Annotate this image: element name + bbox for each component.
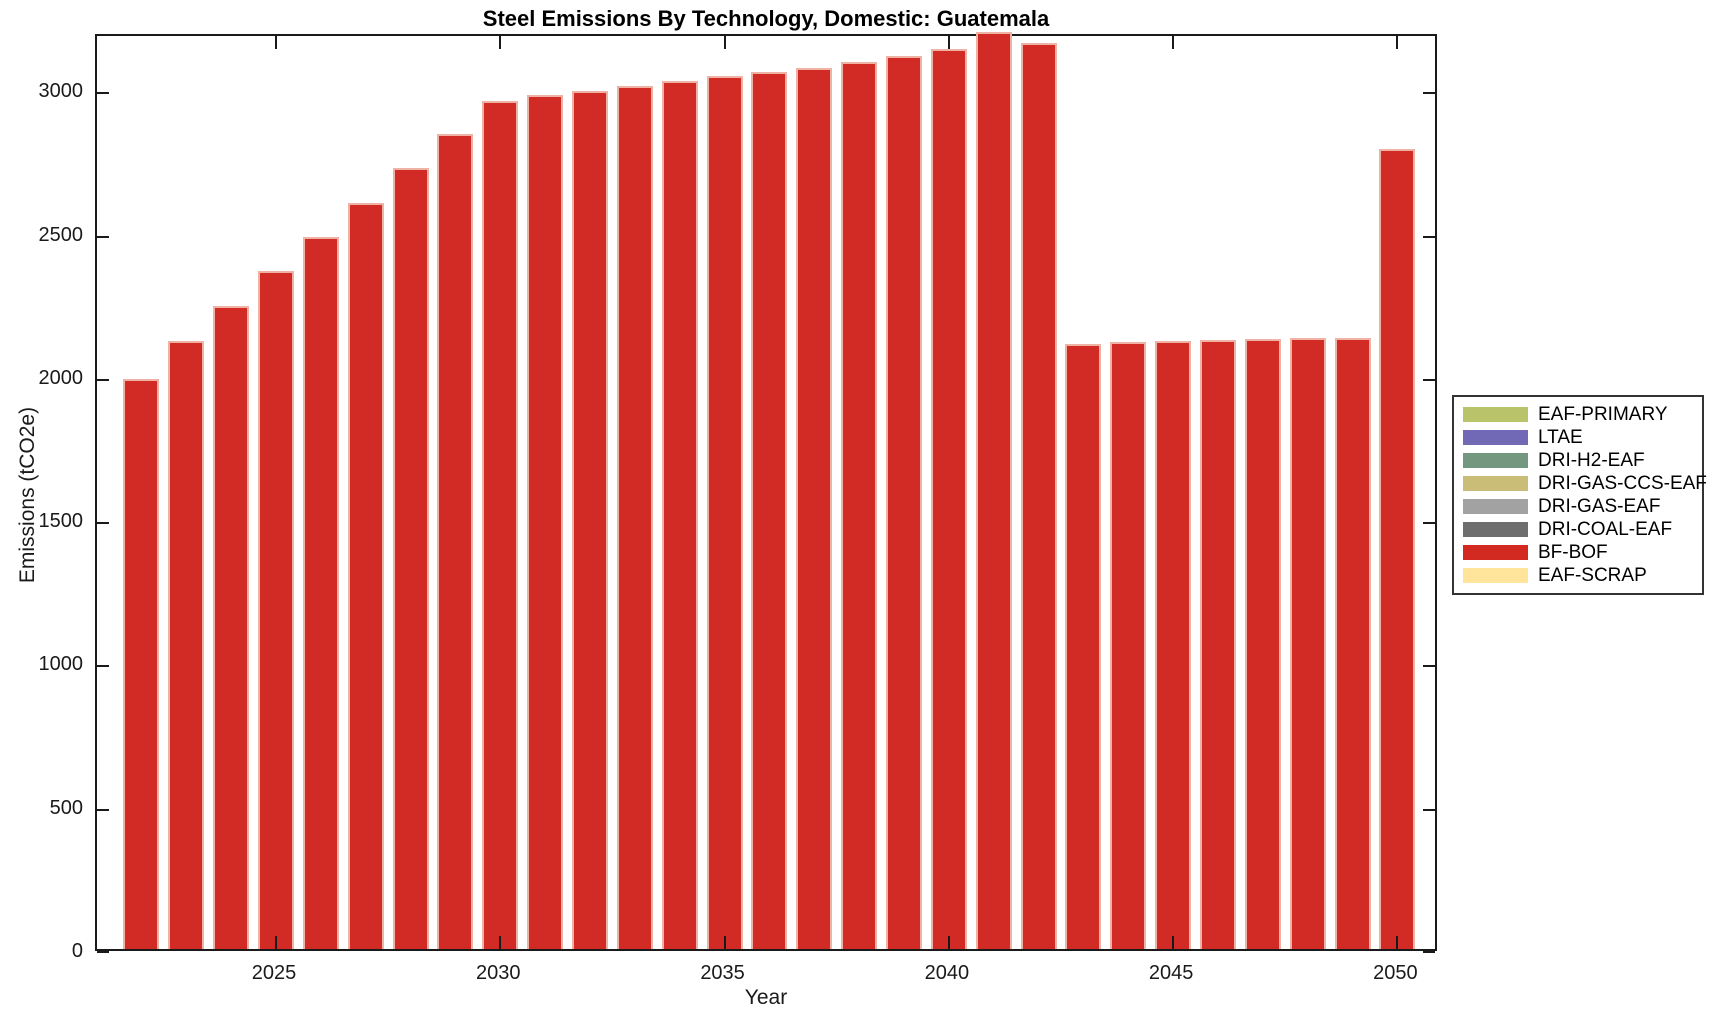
legend-label: LTAE	[1538, 426, 1583, 448]
legend-item-eaf-primary: EAF-PRIMARY	[1463, 403, 1702, 426]
bar-2044	[1110, 342, 1147, 949]
legend-label: DRI-GAS-CCS-EAF	[1538, 472, 1707, 494]
legend-label: DRI-GAS-EAF	[1538, 495, 1661, 517]
y-tick-0	[97, 951, 109, 953]
bar-2025	[258, 271, 294, 949]
legend-swatch-dri-gas-eaf	[1463, 499, 1528, 514]
bar-2032	[571, 91, 608, 949]
bar-2031	[527, 95, 564, 949]
bar-2042	[1020, 43, 1057, 949]
legend-label: EAF-SCRAP	[1538, 564, 1647, 586]
y-tick-3000	[1423, 92, 1435, 95]
bar-2039	[885, 56, 922, 949]
bar-2050	[1379, 149, 1416, 949]
legend-item-dri-coal-eaf: DRI-COAL-EAF	[1463, 518, 1702, 541]
legend-item-ltae: LTAE	[1463, 426, 1702, 449]
bar-2024	[213, 306, 250, 949]
x-tick-label-2035: 2035	[700, 962, 745, 984]
legend-swatch-dri-coal-eaf	[1463, 522, 1528, 537]
x-tick-2050	[1396, 936, 1399, 949]
legend-swatch-ltae	[1463, 430, 1528, 445]
x-tick-label-2030: 2030	[476, 962, 521, 984]
x-tick-2045	[1172, 36, 1175, 49]
y-tick-label-3000: 3000	[38, 80, 84, 103]
bar-2023	[168, 341, 205, 949]
x-tick-2040	[947, 936, 950, 949]
y-tick-3000	[97, 92, 109, 95]
bar-2034	[661, 81, 698, 949]
y-tick-1000	[97, 665, 109, 668]
x-tick-2025	[275, 36, 277, 49]
legend-item-eaf-scrap: EAF-SCRAP	[1463, 564, 1702, 587]
bar-2028	[392, 168, 429, 949]
bar-2030	[482, 101, 519, 949]
legend-item-dri-gas-eaf: DRI-GAS-EAF	[1463, 495, 1702, 518]
x-tick-2045	[1172, 936, 1175, 949]
x-tick-2050	[1396, 36, 1399, 49]
legend-label: BF-BOF	[1538, 541, 1608, 563]
legend-swatch-eaf-primary	[1463, 407, 1528, 422]
y-tick-2500	[1423, 235, 1435, 238]
x-axis-label: Year	[744, 986, 788, 1009]
y-tick-label-2000: 2000	[38, 366, 84, 389]
legend-swatch-bf-bof	[1463, 545, 1528, 560]
legend-label: EAF-PRIMARY	[1538, 403, 1668, 425]
x-tick-2030	[499, 936, 502, 949]
y-tick-2000	[97, 378, 109, 381]
legend-label: DRI-COAL-EAF	[1538, 518, 1673, 540]
x-tick-2035	[723, 36, 726, 49]
x-tick-2035	[723, 936, 726, 949]
bar-2033	[616, 86, 653, 949]
x-tick-2030	[499, 36, 502, 49]
legend-swatch-dri-h2-eaf	[1463, 453, 1528, 468]
legend-swatch-dri-gas-ccs-eaf	[1463, 476, 1528, 491]
bar-2038	[841, 62, 878, 949]
x-tick-label-2045: 2045	[1148, 962, 1194, 984]
y-tick-label-0: 0	[71, 940, 83, 962]
x-tick-2025	[275, 936, 277, 949]
bar-2040	[930, 49, 967, 949]
bar-2027	[347, 203, 384, 949]
chart-title: Steel Emissions By Technology, Domestic:…	[482, 6, 1050, 31]
bar-2026	[302, 237, 339, 949]
bar-2047	[1244, 339, 1281, 949]
y-tick-2000	[1423, 378, 1435, 381]
y-tick-1500	[1423, 522, 1435, 525]
y-axis-label: Emissions (tCO2e)	[16, 406, 39, 584]
x-tick-2040	[947, 36, 950, 49]
legend-item-dri-h2-eaf: DRI-H2-EAF	[1463, 449, 1702, 472]
bar-2022	[123, 379, 160, 949]
x-tick-label-2040: 2040	[924, 962, 970, 984]
y-tick-0	[1423, 951, 1435, 953]
bar-2049	[1334, 338, 1371, 949]
bar-2036	[751, 72, 788, 949]
y-tick-2500	[97, 235, 109, 238]
legend-swatch-eaf-scrap	[1463, 568, 1528, 583]
y-tick-label-1000: 1000	[38, 653, 84, 676]
bar-2035	[706, 76, 743, 949]
bar-2046	[1199, 340, 1236, 949]
x-tick-label-2050: 2050	[1373, 962, 1418, 984]
y-tick-label-1500: 1500	[38, 510, 84, 533]
y-tick-1500	[97, 522, 109, 525]
bar-2043	[1065, 344, 1102, 949]
legend-item-bf-bof: BF-BOF	[1463, 541, 1702, 564]
legend-label: DRI-H2-EAF	[1538, 449, 1645, 471]
y-tick-1000	[1423, 665, 1435, 668]
y-tick-500	[1423, 808, 1435, 811]
plot-area	[95, 32, 1437, 953]
y-tick-500	[97, 808, 109, 811]
bar-2041	[975, 32, 1012, 949]
y-tick-label-2500: 2500	[38, 223, 84, 246]
x-tick-label-2025: 2025	[251, 962, 297, 984]
bar-2029	[437, 134, 474, 949]
legend: EAF-PRIMARY LTAE DRI-H2-EAF DRI-GAS-CCS-EAF…	[1452, 395, 1707, 595]
bar-2048	[1289, 338, 1326, 949]
legend-item-dri-gas-ccs-eaf: DRI-GAS-CCS-EAF	[1463, 472, 1707, 495]
bar-2045	[1155, 341, 1192, 949]
bar-2037	[796, 68, 833, 949]
y-tick-label-500: 500	[49, 796, 83, 819]
